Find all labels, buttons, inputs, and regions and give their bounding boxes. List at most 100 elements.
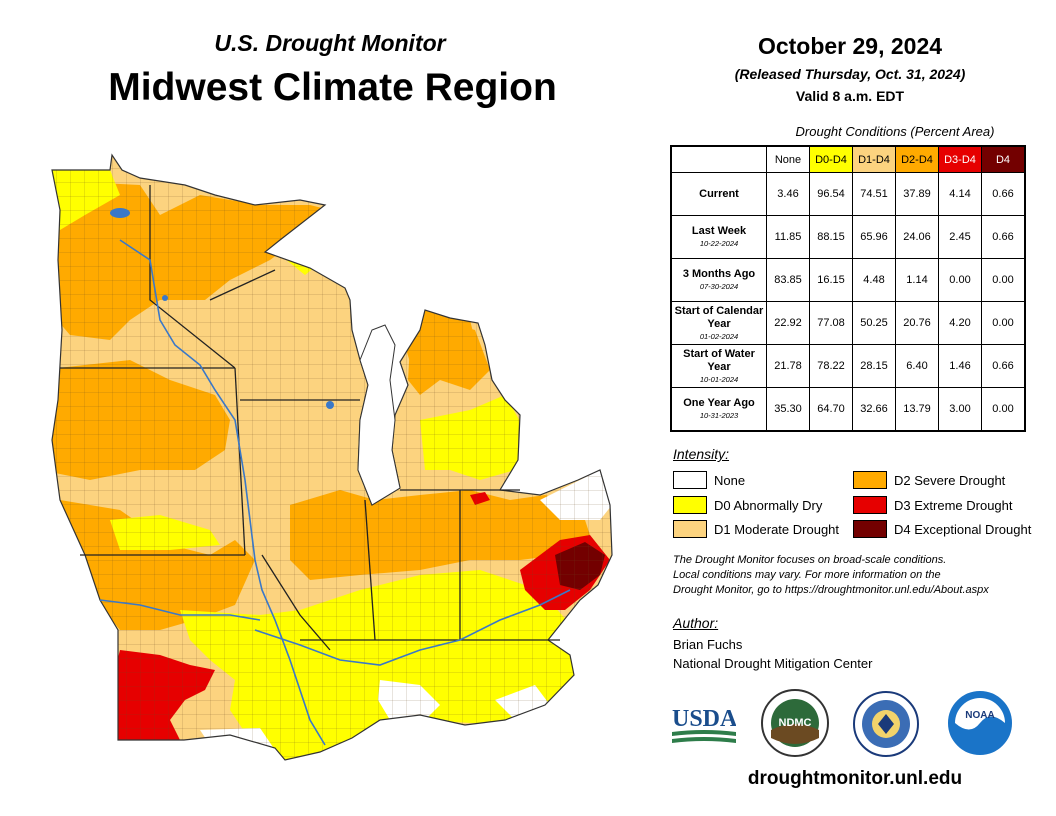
commerce-seal-logo xyxy=(853,691,919,757)
legend-item-d1: D1 Moderate Drought xyxy=(673,520,839,538)
disclaimer-note: The Drought Monitor focuses on broad-sca… xyxy=(673,554,989,596)
legend-title: Intensity: xyxy=(673,446,730,462)
svg-text:NDMC: NDMC xyxy=(779,717,812,729)
table-caption: Drought Conditions (Percent Area) xyxy=(795,124,995,139)
lake-michigan xyxy=(357,324,401,506)
table-cell: 11.85 xyxy=(766,215,810,259)
legend-swatch xyxy=(673,496,707,514)
table-cell: 13.79 xyxy=(895,387,939,431)
release-date: (Released Thursday, Oct. 31, 2024) xyxy=(734,66,966,82)
col-d4: D4 xyxy=(981,146,1025,173)
author-name: Brian Fuchs xyxy=(673,637,743,652)
table-cell: 22.92 xyxy=(766,301,810,345)
missouri-river xyxy=(99,599,261,621)
row-label: Start of Calendar Year 01-02-2024 xyxy=(671,301,767,345)
table-cell: 3.00 xyxy=(938,387,982,431)
row-label: 3 Months Ago 07-30-2024 xyxy=(671,258,767,302)
legend-label: None xyxy=(714,472,746,488)
small-lakes xyxy=(110,208,334,409)
table-cell: 0.00 xyxy=(938,258,982,302)
table-cell: 32.66 xyxy=(852,387,896,431)
legend-item-d3: D3 Extreme Drought xyxy=(853,496,1013,514)
drought-map xyxy=(51,153,613,761)
table-cell: 74.51 xyxy=(852,172,896,216)
table-row: One Year Ago 10-31-2023 35.30 64.70 32.66… xyxy=(671,387,1025,431)
row-label: Start of Water Year 10-01-2024 xyxy=(671,344,767,388)
map-date: October 29, 2024 xyxy=(757,33,943,59)
table-cell: 1.46 xyxy=(938,344,982,388)
usda-logo: USDA xyxy=(672,706,736,743)
table-cell: 0.00 xyxy=(981,258,1025,302)
table-row: Last Week 10-22-2024 11.85 88.15 65.96 24… xyxy=(671,215,1025,259)
drought-areas xyxy=(52,155,612,760)
table-cell: 28.15 xyxy=(852,344,896,388)
legend-item-none: None xyxy=(673,471,745,489)
row-label: Current xyxy=(671,172,767,216)
legend-swatch xyxy=(853,471,887,489)
map-title: Midwest Climate Region xyxy=(108,66,557,109)
legend-swatch xyxy=(853,520,887,538)
legend-swatch xyxy=(853,496,887,514)
rivers xyxy=(99,239,571,746)
table-cell: 1.14 xyxy=(895,258,939,302)
table-cell: 3.46 xyxy=(766,172,810,216)
table-cell: 88.15 xyxy=(809,215,853,259)
col-d0-d4: D0-D4 xyxy=(809,146,853,173)
ohio-river xyxy=(254,589,571,666)
valid-time: Valid 8 a.m. EDT xyxy=(795,88,905,104)
svg-text:NOAA: NOAA xyxy=(965,710,994,721)
col-d1-d4: D1-D4 xyxy=(852,146,896,173)
table-row: Current 3.46 96.54 74.51 37.89 4.14 0.66 xyxy=(671,172,1025,216)
mississippi-river xyxy=(119,239,326,746)
table-cell: 21.78 xyxy=(766,344,810,388)
map-subtitle: U.S. Drought Monitor xyxy=(214,30,446,56)
table-cell: 35.30 xyxy=(766,387,810,431)
table-cell: 0.00 xyxy=(981,301,1025,345)
table-cell: 24.06 xyxy=(895,215,939,259)
row-label: One Year Ago 10-31-2023 xyxy=(671,387,767,431)
legend-item-d0: D0 Abnormally Dry xyxy=(673,496,822,514)
table-row: Start of Water Year 10-01-2024 21.78 78.2… xyxy=(671,344,1025,388)
col-d2-d4: D2-D4 xyxy=(895,146,939,173)
col-none: None xyxy=(766,146,810,173)
ndmc-logo: NDMC xyxy=(761,689,829,757)
table-cell: 0.66 xyxy=(981,172,1025,216)
table-cell: 64.70 xyxy=(809,387,853,431)
table-cell: 16.15 xyxy=(809,258,853,302)
table-cell: 77.08 xyxy=(809,301,853,345)
svg-text:USDA: USDA xyxy=(672,706,736,732)
legend-item-d4: D4 Exceptional Drought xyxy=(853,520,1031,538)
table-cell: 83.85 xyxy=(766,258,810,302)
drought-conditions-table: None D0-D4 D1-D4 D2-D4 D3-D4 D4 Current … xyxy=(670,145,1026,432)
table-cell: 96.54 xyxy=(809,172,853,216)
table-cell: 4.48 xyxy=(852,258,896,302)
legend-label: D0 Abnormally Dry xyxy=(714,497,823,513)
state-boundaries xyxy=(60,185,560,651)
table-cell: 0.00 xyxy=(981,387,1025,431)
table-cell: 50.25 xyxy=(852,301,896,345)
legend-label: D3 Extreme Drought xyxy=(894,497,1013,513)
county-boundaries xyxy=(52,155,612,760)
region-outline xyxy=(51,153,613,761)
table-cell: 4.14 xyxy=(938,172,982,216)
legend-label: D2 Severe Drought xyxy=(894,472,1006,488)
legend-swatch xyxy=(673,471,707,489)
author-heading: Author: xyxy=(673,615,719,631)
table-cell: 20.76 xyxy=(895,301,939,345)
row-label: Last Week 10-22-2024 xyxy=(671,215,767,259)
footer-url[interactable]: droughtmonitor.unl.edu xyxy=(747,768,963,789)
legend-item-d2: D2 Severe Drought xyxy=(853,471,1005,489)
table-cell: 6.40 xyxy=(895,344,939,388)
table-row: Start of Calendar Year 01-02-2024 22.92 7… xyxy=(671,301,1025,345)
table-cell: 0.66 xyxy=(981,215,1025,259)
legend-label: D4 Exceptional Drought xyxy=(894,521,1032,537)
table-row: 3 Months Ago 07-30-2024 83.85 16.15 4.48 … xyxy=(671,258,1025,302)
legend-swatch xyxy=(673,520,707,538)
table-cell: 65.96 xyxy=(852,215,896,259)
table-cell: 0.66 xyxy=(981,344,1025,388)
table-cell: 78.22 xyxy=(809,344,853,388)
author-organization: National Drought Mitigation Center xyxy=(673,656,873,671)
table-cell: 37.89 xyxy=(895,172,939,216)
noaa-logo: NOAA xyxy=(946,689,1014,757)
table-cell: 4.20 xyxy=(938,301,982,345)
